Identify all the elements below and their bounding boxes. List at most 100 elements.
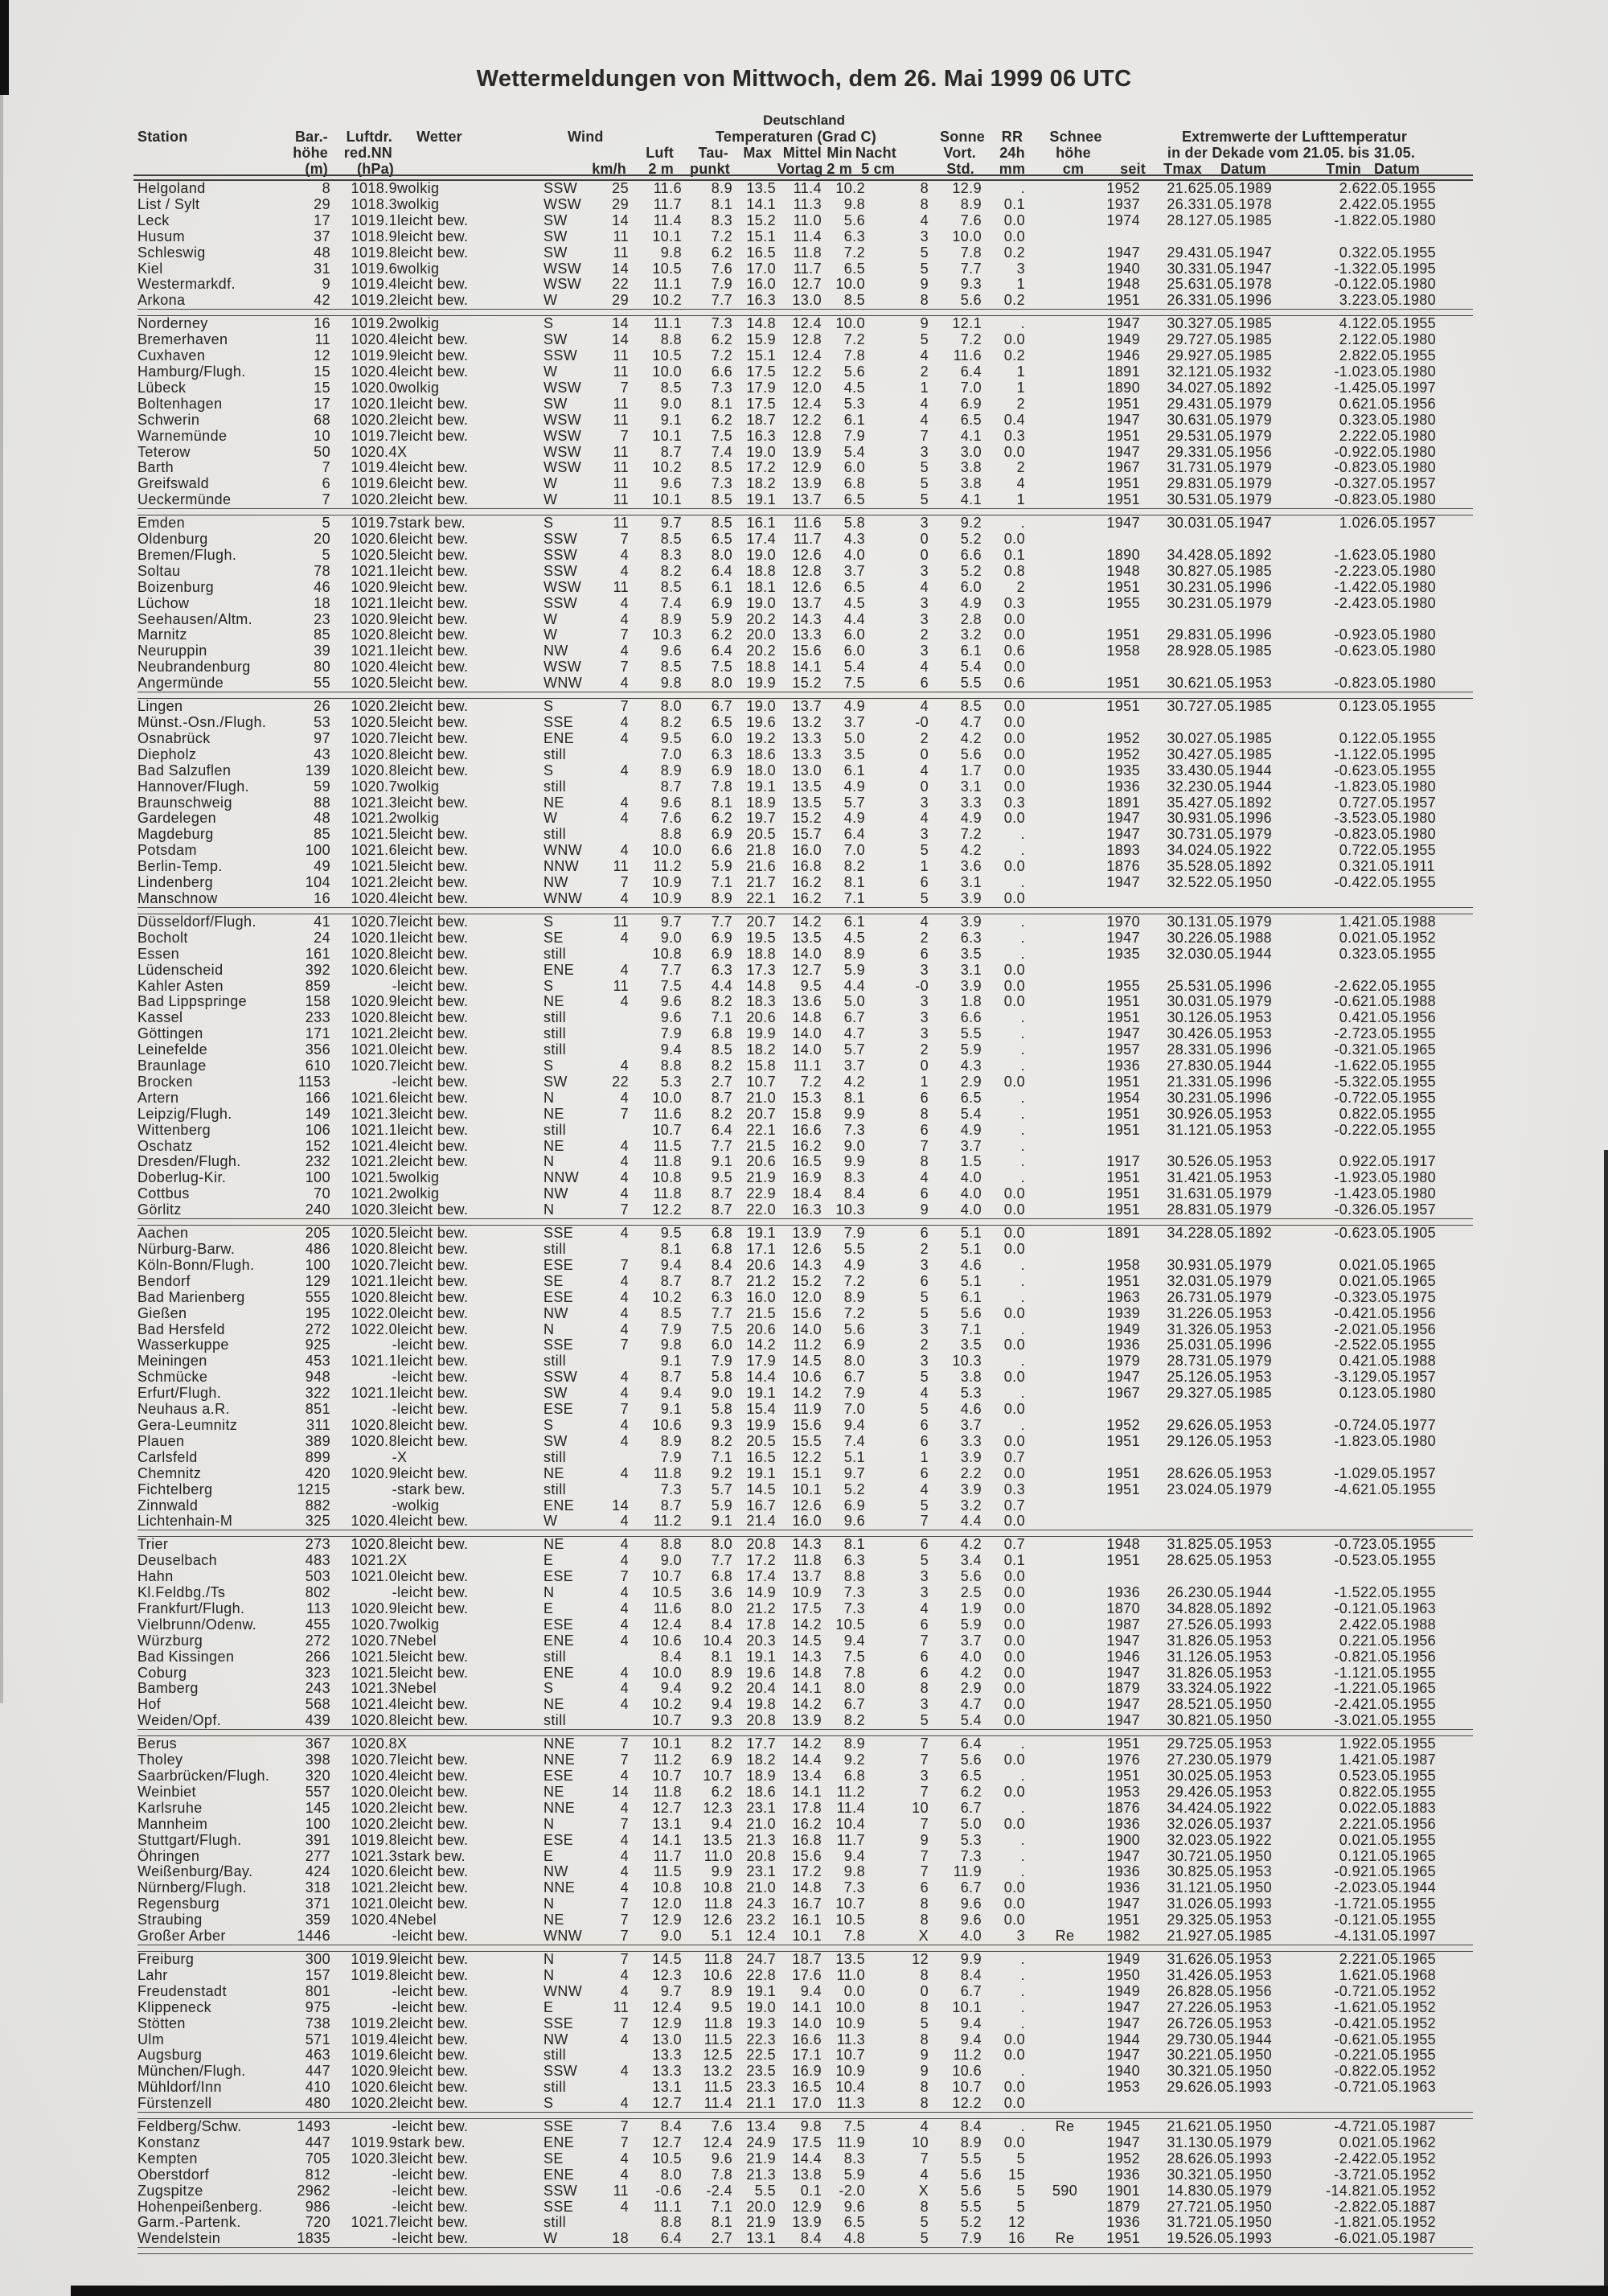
station-row: Göttingen 171 1021.2 leicht bew. still 7.9 6.8… bbox=[137, 1025, 1473, 1042]
cell-tmax: 18.8 bbox=[746, 562, 776, 579]
cell-schnee bbox=[1025, 1984, 1105, 2000]
cell-rr: 3 bbox=[1016, 260, 1025, 277]
cell-sonne: 10.3 bbox=[952, 1353, 982, 1370]
cell-sonne: 5.1 bbox=[960, 1225, 982, 1242]
cell-druck: 1020.2 bbox=[351, 411, 397, 428]
cell-xtmind: 21.05.1965 bbox=[1360, 1847, 1437, 1864]
cell-mittel: 14.1 bbox=[792, 1783, 822, 1800]
cell-wetter: leicht bew. bbox=[397, 459, 469, 476]
cell-wetter: leicht bew. bbox=[397, 626, 469, 643]
cell-wetter: leicht bew. bbox=[397, 1664, 469, 1681]
cell-rr: . bbox=[1020, 1416, 1025, 1433]
cell-xtmin: -3.1 bbox=[1334, 1369, 1360, 1386]
cell-sonne: 5.6 bbox=[960, 2182, 982, 2199]
col-header-max: Max bbox=[743, 145, 772, 161]
cell-xtmin: -6.0 bbox=[1334, 2230, 1360, 2247]
cell-nacht: 9 bbox=[920, 1831, 929, 1848]
cell-station: Doberlug-Kir. bbox=[137, 1169, 227, 1186]
cell-druck: 1018.9 bbox=[351, 228, 397, 244]
cell-sonne: 4.0 bbox=[960, 1928, 982, 1945]
cell-xtmin: 1.9 bbox=[1339, 1735, 1360, 1752]
cell-xtmax: 30.0 bbox=[1167, 729, 1196, 746]
cell-xtmaxd: 31.05.1979 bbox=[1196, 427, 1273, 444]
cell-tau: 8.5 bbox=[711, 515, 732, 532]
cell-tmin: 8.0 bbox=[843, 1353, 865, 1370]
cell-sonne: 3.8 bbox=[960, 459, 982, 476]
cell-tmin: 8.0 bbox=[843, 1680, 865, 1697]
cell-nacht: 6 bbox=[920, 1616, 929, 1633]
cell-xtmind bbox=[1360, 891, 1473, 907]
cell-luft: 11.8 bbox=[653, 1464, 682, 1481]
cell-nacht: 7 bbox=[920, 427, 929, 444]
cell-xtmaxd: 28.05.1892 bbox=[1196, 1600, 1273, 1616]
cell-xtmax: 30.2 bbox=[1167, 2047, 1196, 2064]
cell-tmin: 10.7 bbox=[835, 1896, 865, 1912]
cell-tmin: 4.8 bbox=[843, 2230, 865, 2247]
cell-xtmax: 30.1 bbox=[1167, 913, 1196, 930]
cell-nacht: 4 bbox=[920, 2118, 929, 2135]
cell-xtmin bbox=[1309, 963, 1360, 979]
cell-xtmin: -0.1 bbox=[1334, 276, 1360, 293]
cell-tau: 3.6 bbox=[711, 1584, 732, 1601]
cell-tmax: 18.9 bbox=[746, 1768, 776, 1784]
cell-wetter: stark bew. bbox=[397, 1481, 466, 1497]
cell-xtmind: 29.05.1957 bbox=[1360, 1369, 1437, 1386]
cell-wdir: S bbox=[544, 1416, 554, 1433]
cell-wdir: still bbox=[544, 2047, 566, 2064]
cell-hoehe: 171 bbox=[305, 1025, 330, 1042]
cell-xtmin: -0.6 bbox=[1334, 762, 1360, 778]
cell-wkmh: 7 bbox=[620, 1337, 629, 1353]
cell-wdir: NE bbox=[544, 1783, 564, 1800]
cell-tau: 8.9 bbox=[711, 889, 732, 906]
cell-wkmh: 4 bbox=[620, 2166, 629, 2183]
cell-schnee bbox=[1025, 914, 1105, 930]
cell-xtmaxd: 31.05.1979 bbox=[1196, 913, 1273, 930]
cell-mittel: 11.8 bbox=[793, 244, 822, 261]
cell-xtmaxd: 26.05.1953 bbox=[1196, 1998, 1273, 2015]
cell-luft: 7.0 bbox=[660, 745, 682, 762]
cell-wetter: leicht bew. bbox=[397, 1272, 469, 1289]
cell-rr: 0.0 bbox=[1003, 531, 1025, 548]
cell-tmax: 14.2 bbox=[746, 1337, 776, 1353]
cell-xtmaxd: 21.05.1950 bbox=[1196, 1696, 1273, 1713]
cell-station: Brocken bbox=[137, 1073, 193, 1090]
cell-tmax: 20.4 bbox=[746, 1680, 776, 1697]
station-row: Hahn 503 1021.0 leicht bew. ESE 7 10.7 6.8 17.4 1… bbox=[137, 1568, 1473, 1585]
cell-wetter: wolkig bbox=[397, 1169, 440, 1186]
cell-mittel: 14.3 bbox=[792, 1536, 822, 1553]
cell-xtmax: 31.1 bbox=[1167, 1648, 1196, 1665]
cell-xtmind: 23.05.1905 bbox=[1360, 1225, 1437, 1242]
station-row: Magdeburg 85 1021.5 leicht bew. still 8.8 6.9 2… bbox=[137, 826, 1473, 843]
cell-mittel: 17.5 bbox=[792, 1600, 822, 1616]
cell-hoehe: 571 bbox=[305, 2031, 330, 2048]
cell-luft: 8.5 bbox=[660, 659, 682, 676]
cell-rr: . bbox=[1020, 1768, 1025, 1784]
station-row: Großer Arber 1446- leicht bew. WNW 7 9.0 5.1 12… bbox=[137, 1928, 1473, 1945]
cell-schnee bbox=[1025, 197, 1105, 213]
cell-hoehe: 2962 bbox=[297, 2182, 330, 2199]
cell-wkmh: 4 bbox=[620, 1432, 629, 1449]
cell-wetter: leicht bew. bbox=[397, 1256, 469, 1273]
cell-tau: 6.3 bbox=[711, 1288, 732, 1305]
cell-station: Schleswig bbox=[137, 244, 206, 261]
cell-druck: 1020.7 bbox=[351, 1256, 397, 1273]
cell-nacht: 10 bbox=[912, 1799, 929, 1816]
cell-xtmind: 21.05.1955 bbox=[1360, 2031, 1437, 2048]
cell-wdir: N bbox=[544, 1950, 555, 1967]
cell-xtmax bbox=[1140, 1498, 1196, 1514]
cell-nacht: 3 bbox=[920, 610, 929, 627]
cell-sonne: 11.6 bbox=[953, 347, 982, 364]
cell-luft: 10.1 bbox=[652, 491, 682, 508]
cell-nacht: 5 bbox=[920, 1369, 929, 1386]
cell-tmax: 18.0 bbox=[746, 762, 776, 778]
cell-sonne: 3.9 bbox=[960, 977, 982, 994]
cell-xtmaxd: 21.05.1953 bbox=[1196, 675, 1273, 692]
cell-station: Lüdenscheid bbox=[137, 961, 224, 978]
cell-station: Göttingen bbox=[137, 1025, 203, 1042]
cell-seit: 1936 bbox=[1106, 1863, 1140, 1880]
cell-schnee bbox=[1025, 1139, 1105, 1155]
cell-xtmind bbox=[1360, 1242, 1473, 1258]
cell-xtmax: 30.6 bbox=[1167, 411, 1196, 428]
cell-schnee bbox=[1025, 348, 1105, 364]
cell-wetter: leicht bew. bbox=[397, 1783, 469, 1800]
